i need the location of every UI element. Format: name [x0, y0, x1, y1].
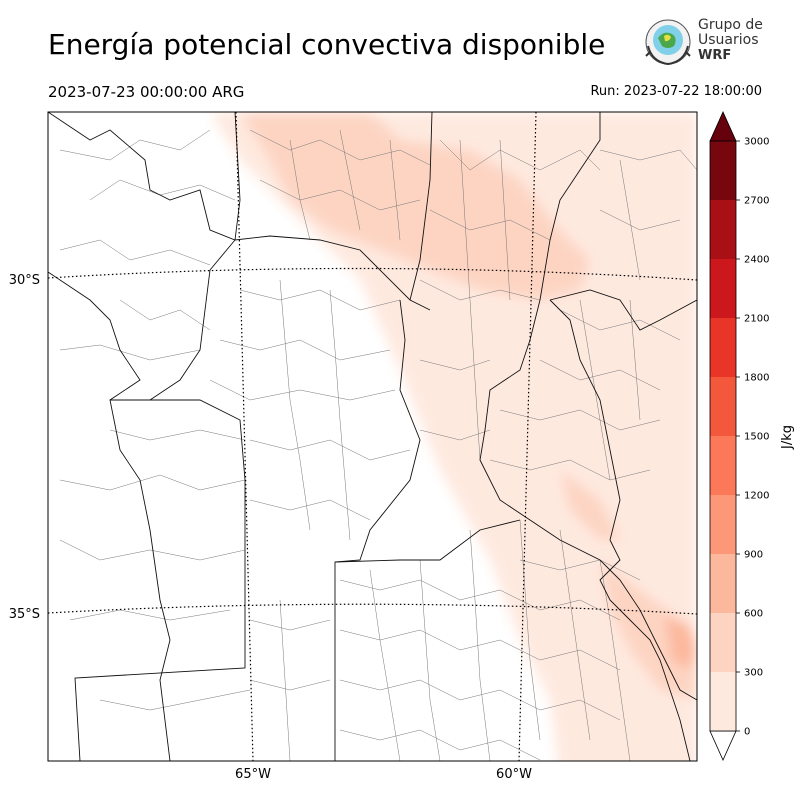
lon-65w-line — [235, 112, 254, 761]
lat-30s-line — [48, 267, 697, 281]
colorbar-tick-label: 600 — [744, 609, 763, 620]
boundary-entre-rios — [479, 339, 697, 701]
colorbar-tick-label: 2400 — [744, 255, 769, 266]
cape-300-600-north — [240, 112, 590, 300]
map-area — [48, 112, 697, 761]
colorbar-tick-label: 1200 — [744, 491, 769, 502]
boundary-buenos-aires-north — [334, 519, 521, 563]
department-boundaries — [59, 129, 697, 761]
colorbar-tick-label: 0 — [744, 727, 750, 738]
lon-label-65w: 65°W — [235, 767, 271, 782]
boundary-coast — [599, 539, 691, 761]
run-time: Run: 2023-07-22 18:00:00 — [590, 84, 762, 99]
boundary-uruguay-river — [549, 299, 621, 541]
colorbar-extend-min — [709, 730, 737, 761]
colorbar-tick-label: 1800 — [744, 373, 769, 384]
colorbar-tick-label: 300 — [744, 668, 763, 679]
boundary-chile-west — [48, 112, 431, 311]
province-boundaries — [48, 112, 697, 761]
cape-300-600-east — [560, 470, 620, 540]
map-frame — [47, 111, 698, 762]
cape-0-300-south — [540, 640, 640, 760]
cape-600-900 — [665, 615, 697, 670]
colorbar-tick-label: 2100 — [744, 314, 769, 325]
colorbar-tick-label: 1500 — [744, 432, 769, 443]
colorbar-bin — [710, 259, 736, 318]
valid-time: 2023-07-23 00:00:00 ARG — [48, 83, 245, 101]
colorbar: 0 300 600 900 1200 1500 1800 2100 2400 2700 3000 — [709, 111, 769, 761]
boundary-andes — [48, 271, 171, 761]
boundary-catamarca — [149, 112, 241, 401]
colorbar-bin — [710, 318, 736, 377]
boundary-parana — [549, 289, 697, 331]
colorbar-bin — [710, 377, 736, 436]
colorbar-bin — [710, 495, 736, 554]
lat-35s-line — [48, 603, 697, 615]
wrf-logo: Grupo de Usuarios WRF — [638, 16, 788, 72]
colorbar-bin — [710, 554, 736, 613]
colorbar-bin — [710, 613, 736, 672]
graticule — [48, 112, 697, 761]
logo-line2: Usuarios — [698, 32, 759, 48]
cape-300-600-south — [600, 560, 697, 700]
boundary-chaco — [432, 112, 601, 341]
colorbar-tick-label: 2700 — [744, 196, 769, 207]
lon-label-60w: 60°W — [496, 767, 532, 782]
colorbar-extend-max — [709, 111, 737, 142]
colorbar-tick-label: 900 — [744, 550, 763, 561]
lat-label-35s: 35°S — [9, 607, 40, 622]
logo-text: Grupo de Usuarios WRF — [698, 17, 763, 64]
logo-line3: WRF — [698, 48, 732, 63]
globe-icon — [645, 19, 691, 66]
colorbar-label: J/kg — [780, 425, 795, 450]
colorbar-bin — [710, 141, 736, 200]
colorbar-bin — [710, 436, 736, 495]
lon-60w-line — [518, 112, 537, 761]
colorbar-bin — [710, 672, 736, 731]
colorbar-tick-label: 3000 — [744, 137, 769, 148]
logo-line1: Grupo de — [698, 17, 763, 33]
colorbar-bin — [710, 200, 736, 259]
map-title: Energía potencial convectiva disponible — [48, 28, 606, 61]
cape-fill — [210, 112, 697, 761]
boundary-santafe-west — [409, 112, 433, 301]
lat-label-30s: 30°S — [9, 273, 40, 288]
boundary-cordoba-west — [74, 399, 246, 761]
